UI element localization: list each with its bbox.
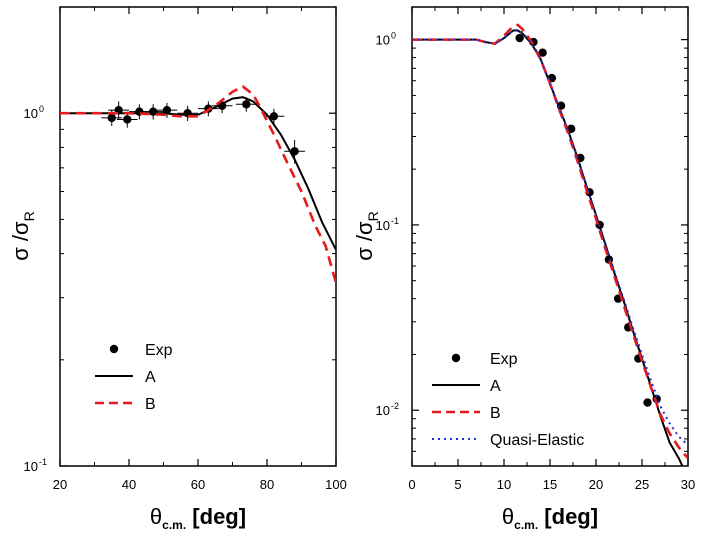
legend-label: B xyxy=(490,405,501,422)
plot-area xyxy=(412,23,688,466)
exp-data-point xyxy=(123,115,132,124)
y-tick-label: 10 xyxy=(376,403,390,418)
legend-label: A xyxy=(490,378,501,395)
x-tick-label: 40 xyxy=(122,477,136,492)
exp-data-point xyxy=(538,48,547,57)
y-axis-label: σ /σR xyxy=(352,211,381,261)
y-tick-exponent: -2 xyxy=(391,401,399,411)
legend-label: Exp xyxy=(145,342,173,359)
x-tick-label: 20 xyxy=(53,477,67,492)
y-tick-label: 10 xyxy=(24,459,38,474)
exp-data-point xyxy=(107,113,116,123)
x-axis-label: θc.m. [deg] xyxy=(502,504,598,532)
plot-frame xyxy=(59,6,337,467)
x-tick-label: 25 xyxy=(635,477,649,492)
series-line-b xyxy=(412,23,688,460)
legend-label: Exp xyxy=(490,351,518,368)
series-line-quasi-elastic xyxy=(412,28,688,446)
x-tick-label: 20 xyxy=(589,477,603,492)
exp-data-point xyxy=(162,105,172,115)
legend-label: A xyxy=(145,369,156,386)
x-tick-label: 80 xyxy=(260,477,274,492)
y-tick-exponent: 0 xyxy=(391,31,396,41)
exp-data-point xyxy=(290,147,299,156)
exp-data-point xyxy=(269,112,279,121)
exp-data-point xyxy=(515,33,524,43)
legend-marker-exp xyxy=(109,344,119,354)
exp-data-point xyxy=(242,100,251,109)
x-tick-label: 0 xyxy=(408,477,415,492)
series-line-b xyxy=(60,85,336,284)
y-tick-exponent: -1 xyxy=(39,457,47,467)
series-line-a xyxy=(60,96,336,251)
plot-area xyxy=(60,85,336,284)
x-tick-label: 60 xyxy=(191,477,205,492)
legend: Exp AB xyxy=(95,342,173,413)
x-tick-label: 15 xyxy=(543,477,557,492)
x-tick-label: 5 xyxy=(454,477,461,492)
y-tick-label: 10 xyxy=(376,33,390,48)
y-tick-exponent: 0 xyxy=(39,104,44,114)
x-axis-label: θc.m. [deg] xyxy=(150,504,246,532)
exp-data-point xyxy=(643,398,652,407)
legend: Exp AB Quasi-Elastic xyxy=(432,351,584,449)
y-tick-exponent: -1 xyxy=(391,216,399,226)
x-tick-label: 100 xyxy=(325,477,347,492)
legend-label: B xyxy=(145,396,156,413)
y-axis-label: σ /σR xyxy=(8,211,37,261)
x-tick-label: 10 xyxy=(497,477,511,492)
y-tick-label: 10 xyxy=(376,218,390,233)
legend-label: Quasi-Elastic xyxy=(490,432,584,449)
x-tick-label: 30 xyxy=(681,477,695,492)
y-tick-label: 10 xyxy=(24,106,38,121)
legend-marker-exp xyxy=(451,353,461,363)
